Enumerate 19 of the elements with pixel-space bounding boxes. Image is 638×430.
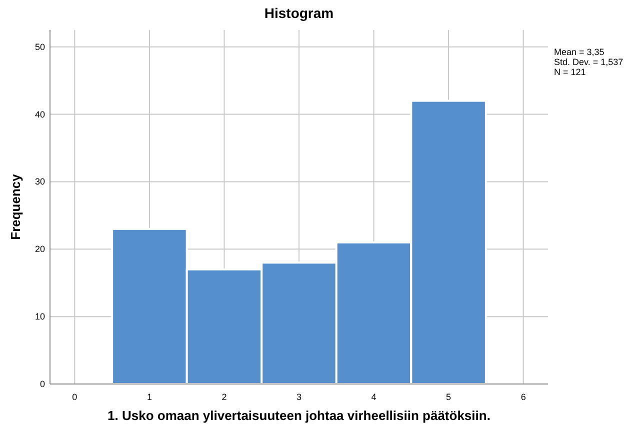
text: N = 121 [554,67,586,77]
x-tick-label: 4 [371,392,376,402]
x-tick-label: 1 [146,392,152,402]
y-tick-label: 30 [34,176,45,187]
y-tick-label: 50 [34,42,45,52]
chart-title: Histogram [264,5,334,21]
x-tick-label: 2 [222,392,227,402]
x-axis-title: 1. Usko omaan ylivertaisuuteen johtaa virheellisiin päätöksiin. [108,408,490,423]
y-axis-title: Frequency [8,173,23,240]
x-tick-label: 6 [520,392,526,402]
text: Mean = 3,35 [554,47,604,57]
text: Std. Dev. = 1,537 [554,57,624,67]
y-tick-label: 0 [40,379,45,389]
x-tick-label: 5 [446,392,452,402]
x-tick-label: 3 [296,392,302,402]
y-tick-label: 10 [34,312,45,322]
y-tick-label: 40 [34,109,45,120]
x-tick-label: 0 [72,392,78,402]
y-tick-label: 20 [34,244,45,254]
